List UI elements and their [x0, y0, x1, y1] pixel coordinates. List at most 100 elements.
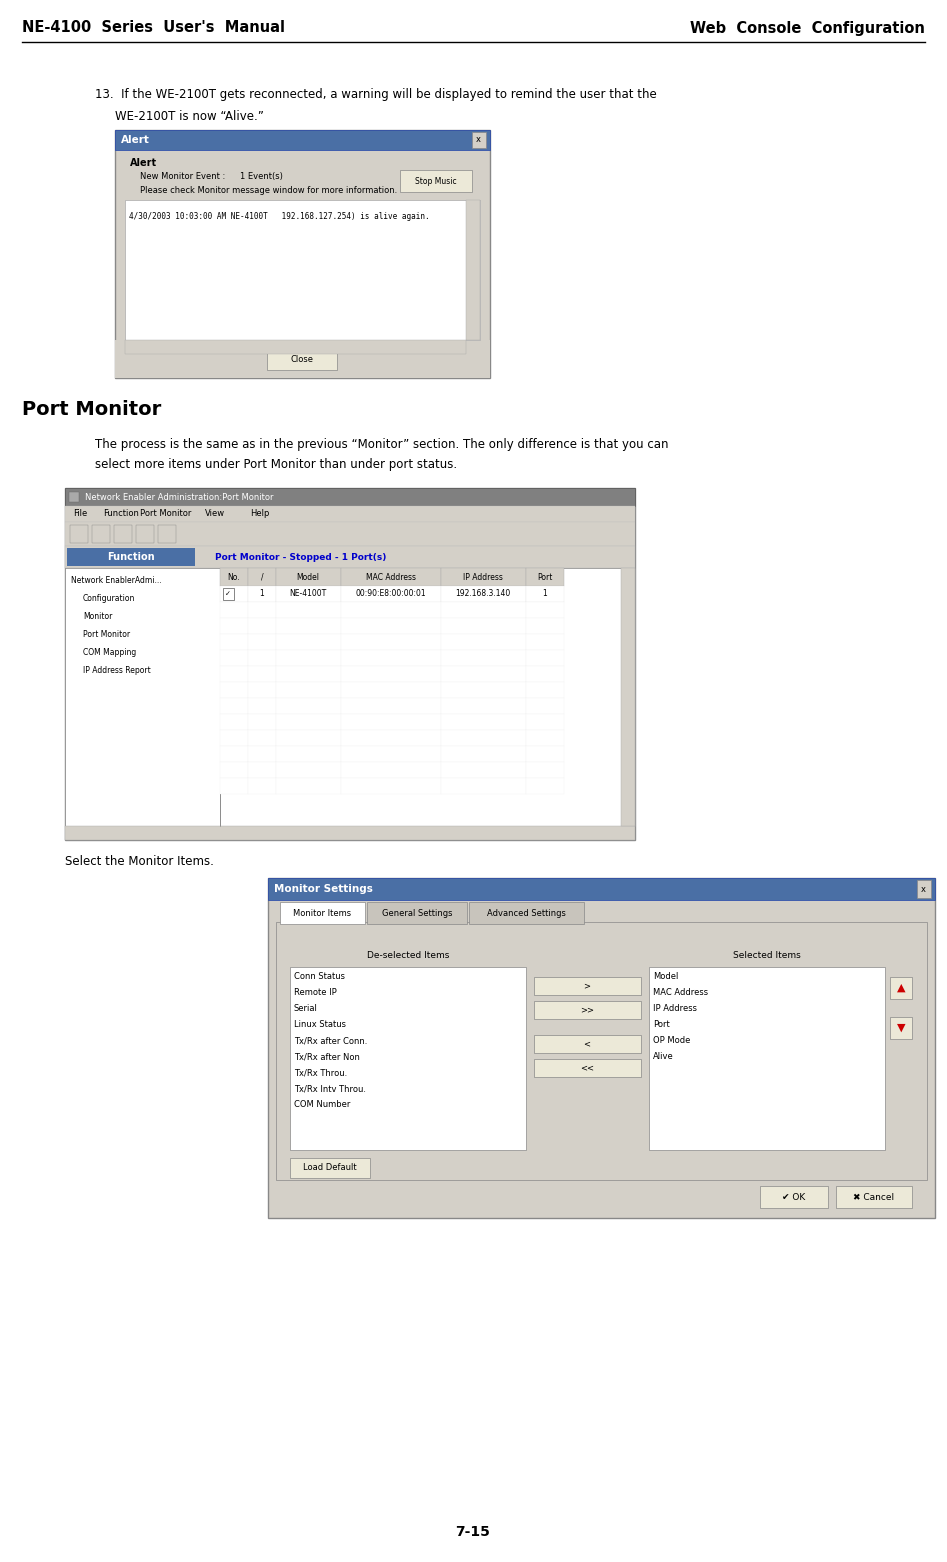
- Text: Network EnablerAdmi...: Network EnablerAdmi...: [71, 576, 162, 586]
- Bar: [136, 525, 154, 544]
- Bar: [65, 522, 635, 547]
- Bar: [534, 1036, 641, 1053]
- Bar: [276, 683, 341, 698]
- Text: De-selected Items: De-selected Items: [366, 951, 449, 961]
- Text: 1: 1: [259, 589, 264, 598]
- Text: Help: Help: [250, 509, 269, 519]
- Bar: [534, 976, 641, 995]
- Text: select more items under Port Monitor than under port status.: select more items under Port Monitor tha…: [95, 458, 457, 472]
- Bar: [92, 525, 110, 544]
- Text: /: /: [260, 573, 263, 581]
- Bar: [341, 778, 441, 793]
- Bar: [526, 683, 564, 698]
- Bar: [890, 1017, 912, 1039]
- Bar: [276, 569, 341, 586]
- Bar: [248, 698, 276, 714]
- Bar: [125, 341, 466, 355]
- Bar: [526, 762, 564, 778]
- Bar: [220, 729, 248, 747]
- Text: NE-4100T: NE-4100T: [290, 589, 327, 598]
- Bar: [441, 619, 526, 634]
- Bar: [341, 569, 441, 586]
- Text: >>: >>: [580, 1006, 594, 1014]
- Text: Function: Function: [107, 551, 154, 562]
- Text: Stop Music: Stop Music: [415, 177, 456, 186]
- Bar: [223, 587, 234, 600]
- Text: IP Address: IP Address: [653, 1004, 697, 1014]
- Bar: [248, 665, 276, 683]
- Bar: [65, 547, 635, 569]
- Bar: [276, 747, 341, 762]
- Text: Select the Monitor Items.: Select the Monitor Items.: [65, 854, 214, 868]
- Text: ✖ Cancel: ✖ Cancel: [853, 1192, 895, 1201]
- Text: COM Mapping: COM Mapping: [83, 648, 136, 658]
- Bar: [220, 683, 248, 698]
- Bar: [341, 619, 441, 634]
- Bar: [248, 778, 276, 793]
- Text: The process is the same as in the previous “Monitor” section. The only differenc: The process is the same as in the previo…: [95, 437, 669, 451]
- Bar: [341, 665, 441, 683]
- Text: View: View: [205, 509, 225, 519]
- Bar: [400, 170, 472, 192]
- Text: Port Monitor: Port Monitor: [83, 629, 130, 639]
- Bar: [70, 525, 88, 544]
- Bar: [158, 525, 176, 544]
- Bar: [526, 619, 564, 634]
- Text: Tx/Rx Intv Throu.: Tx/Rx Intv Throu.: [294, 1084, 366, 1093]
- Bar: [267, 348, 337, 370]
- Bar: [621, 569, 635, 826]
- Bar: [341, 747, 441, 762]
- Bar: [248, 747, 276, 762]
- Text: 7-15: 7-15: [456, 1525, 491, 1539]
- Text: General Settings: General Settings: [382, 909, 453, 917]
- Text: Port: Port: [653, 1020, 670, 1029]
- Bar: [534, 1001, 641, 1018]
- Bar: [220, 778, 248, 793]
- Text: Close: Close: [291, 355, 313, 364]
- Bar: [220, 698, 248, 714]
- Text: Linux Status: Linux Status: [294, 1020, 346, 1029]
- Bar: [220, 747, 248, 762]
- Bar: [65, 826, 635, 840]
- Bar: [248, 569, 276, 586]
- Bar: [115, 130, 490, 150]
- Bar: [341, 683, 441, 698]
- Text: File: File: [73, 509, 87, 519]
- Bar: [248, 683, 276, 698]
- Bar: [760, 1186, 828, 1207]
- Bar: [276, 650, 341, 665]
- Bar: [69, 492, 79, 501]
- Text: NE-4100  Series  User's  Manual: NE-4100 Series User's Manual: [22, 20, 285, 36]
- Text: Port Monitor: Port Monitor: [22, 400, 161, 419]
- Bar: [280, 901, 365, 925]
- Text: Please check Monitor message window for more information.: Please check Monitor message window for …: [140, 186, 397, 195]
- Text: Remote IP: Remote IP: [294, 989, 337, 997]
- Bar: [341, 634, 441, 650]
- Bar: [276, 601, 341, 619]
- Text: Port Monitor - Stopped - 1 Port(s): Port Monitor - Stopped - 1 Port(s): [215, 553, 386, 561]
- Bar: [248, 619, 276, 634]
- Bar: [526, 569, 564, 586]
- Bar: [469, 901, 584, 925]
- Bar: [114, 525, 132, 544]
- Bar: [441, 650, 526, 665]
- Text: 00:90:E8:00:00:01: 00:90:E8:00:00:01: [356, 589, 426, 598]
- Text: Model: Model: [296, 573, 319, 581]
- Bar: [472, 133, 486, 148]
- Bar: [220, 665, 248, 683]
- Text: IP Address: IP Address: [463, 573, 503, 581]
- Text: Conn Status: Conn Status: [294, 972, 345, 981]
- Bar: [341, 586, 441, 601]
- Bar: [276, 698, 341, 714]
- Text: 13.  If the WE-2100T gets reconnected, a warning will be displayed to remind the: 13. If the WE-2100T gets reconnected, a …: [95, 87, 657, 102]
- Bar: [220, 714, 248, 729]
- Bar: [276, 729, 341, 747]
- Text: Model: Model: [653, 972, 678, 981]
- Bar: [220, 619, 248, 634]
- Bar: [441, 778, 526, 793]
- Bar: [441, 747, 526, 762]
- Text: MAC Address: MAC Address: [653, 989, 708, 997]
- Bar: [367, 901, 467, 925]
- Text: <: <: [583, 1039, 591, 1048]
- Bar: [441, 665, 526, 683]
